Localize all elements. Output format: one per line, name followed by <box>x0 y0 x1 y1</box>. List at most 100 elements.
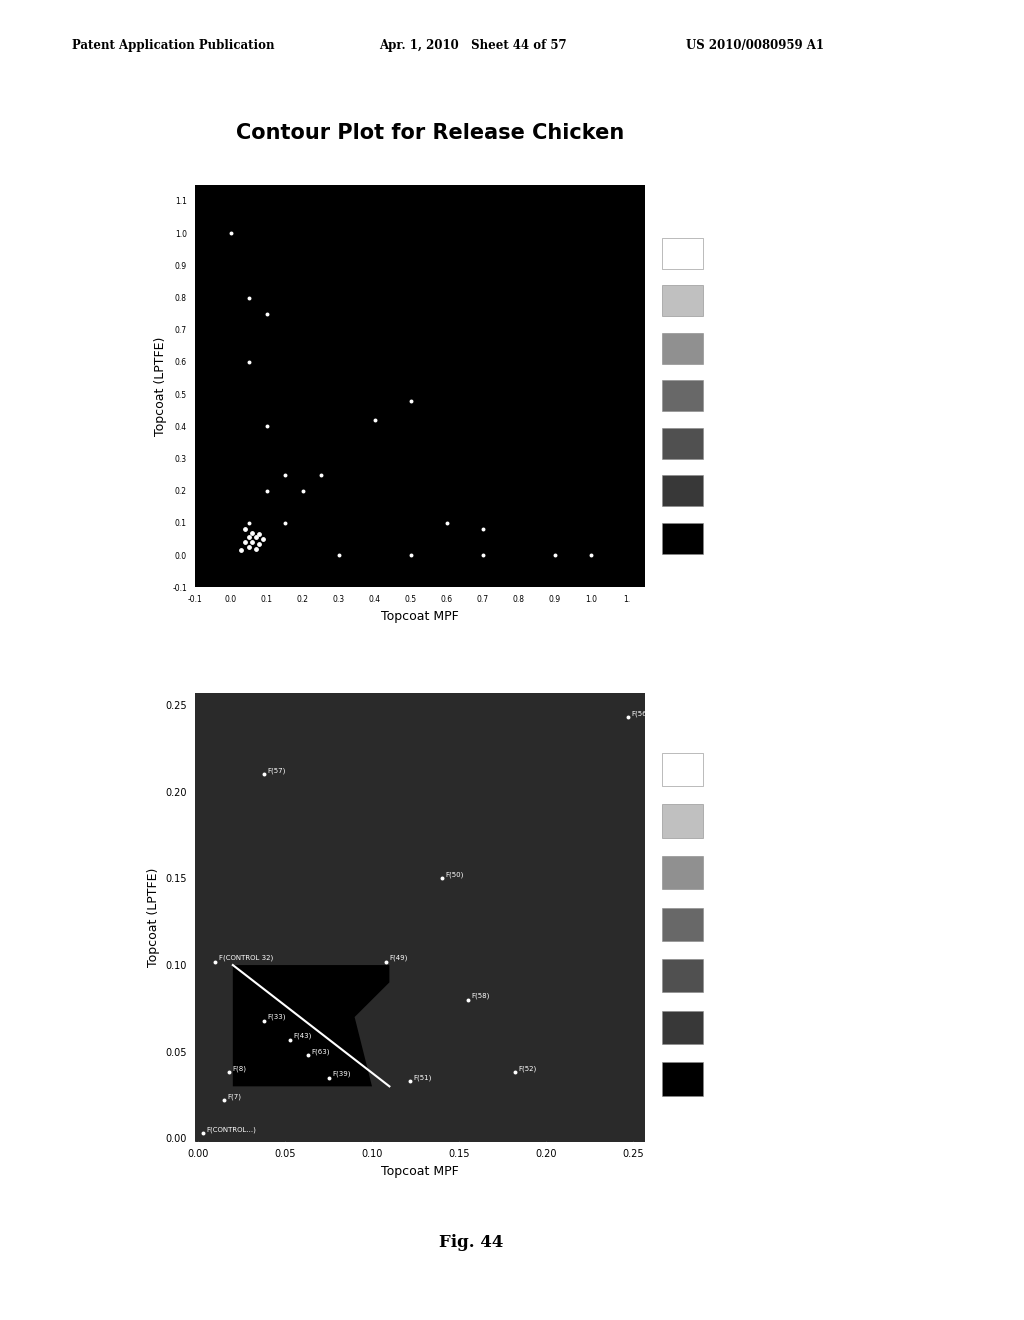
Point <box>237 519 253 540</box>
Point <box>244 532 260 553</box>
Text: Release Chicken: Release Chicken <box>666 711 762 721</box>
Text: F(56): F(56) <box>631 710 649 717</box>
Bar <box>662 333 703 363</box>
Point <box>460 989 476 1010</box>
Text: F(63): F(63) <box>311 1048 330 1055</box>
Bar <box>662 428 703 458</box>
Point <box>241 536 257 557</box>
Text: Contour Plot for Release Chicken: Contour Plot for Release Chicken <box>236 123 625 143</box>
Point <box>241 351 257 372</box>
Bar <box>662 855 703 890</box>
Point <box>433 867 450 888</box>
Point <box>251 524 267 545</box>
Text: US 2010/0080959 A1: US 2010/0080959 A1 <box>686 38 824 51</box>
Bar <box>662 1011 703 1044</box>
Point <box>256 1010 272 1031</box>
Point <box>258 304 274 325</box>
Bar <box>662 804 703 837</box>
Point <box>475 519 492 540</box>
Point <box>251 524 267 545</box>
Bar <box>662 285 703 315</box>
Text: <= 2.500: <= 2.500 <box>713 869 757 876</box>
Point <box>402 545 419 566</box>
Text: F(52): F(52) <box>518 1065 537 1072</box>
Point <box>244 523 260 544</box>
Point <box>276 465 293 486</box>
Point <box>241 527 257 548</box>
Bar <box>662 380 703 411</box>
Text: Patent Application Publication: Patent Application Publication <box>72 38 274 51</box>
PathPatch shape <box>195 185 645 587</box>
Point <box>237 519 253 540</box>
Text: F(8): F(8) <box>232 1065 247 1072</box>
Point <box>367 409 383 430</box>
Point <box>248 527 264 548</box>
Point <box>251 533 267 554</box>
Point <box>299 1044 315 1065</box>
Point <box>221 1061 238 1082</box>
Point <box>248 527 264 548</box>
Point <box>438 512 455 533</box>
Point <box>241 527 257 548</box>
Y-axis label: Topcoat (LPTFE): Topcoat (LPTFE) <box>146 867 160 968</box>
Bar <box>662 475 703 506</box>
PathPatch shape <box>195 693 645 1142</box>
Point <box>258 480 274 502</box>
Point <box>251 533 267 554</box>
Text: <= 2.000: <= 2.000 <box>713 816 757 825</box>
Point <box>583 545 599 566</box>
Y-axis label: Topcoat (LPTFE): Topcoat (LPTFE) <box>154 337 167 436</box>
Text: F(43): F(43) <box>294 1032 312 1039</box>
Point <box>312 465 329 486</box>
Text: F(7): F(7) <box>227 1093 242 1100</box>
Point <box>321 1067 337 1088</box>
Point <box>256 764 272 785</box>
Text: > 4.000: > 4.000 <box>713 533 749 543</box>
Point <box>222 223 239 244</box>
Point <box>244 523 260 544</box>
Point <box>282 1030 298 1051</box>
Text: <= 1.500: <= 1.500 <box>713 764 757 774</box>
Text: <= 3.000: <= 3.000 <box>713 391 757 400</box>
Point <box>295 480 311 502</box>
Polygon shape <box>232 965 389 1086</box>
Point <box>241 536 257 557</box>
Point <box>233 540 250 561</box>
Point <box>547 545 563 566</box>
Bar <box>662 523 703 553</box>
Point <box>402 389 419 411</box>
Text: > 4.000: > 4.000 <box>713 1074 749 1084</box>
Bar <box>662 960 703 993</box>
Bar <box>662 908 703 941</box>
Text: F(CONTROL 32): F(CONTROL 32) <box>219 954 273 961</box>
Point <box>237 532 253 553</box>
Point <box>402 1071 419 1092</box>
Point <box>244 532 260 553</box>
Bar <box>662 1063 703 1096</box>
Text: F(57): F(57) <box>267 768 286 775</box>
Point <box>241 286 257 308</box>
Text: F(39): F(39) <box>332 1071 350 1077</box>
Text: <= 2.000: <= 2.000 <box>713 296 757 305</box>
Text: F(50): F(50) <box>445 871 464 878</box>
Text: F(49): F(49) <box>389 954 408 961</box>
Text: Release Chicken: Release Chicken <box>666 201 762 211</box>
Point <box>507 1061 523 1082</box>
Point <box>207 950 223 972</box>
Point <box>475 545 492 566</box>
Text: Fig. 44: Fig. 44 <box>439 1234 503 1251</box>
Text: <= 3.000: <= 3.000 <box>713 920 757 929</box>
Point <box>378 950 394 972</box>
Text: <= 4.000: <= 4.000 <box>713 1023 757 1032</box>
Point <box>241 512 257 533</box>
Text: F(58): F(58) <box>471 993 489 999</box>
Point <box>248 539 264 560</box>
Point <box>216 1089 232 1110</box>
Bar <box>662 238 703 268</box>
Point <box>620 706 636 727</box>
Text: <= 2.500: <= 2.500 <box>713 343 757 352</box>
Point <box>195 1122 211 1143</box>
Text: F(CONTROL...): F(CONTROL...) <box>207 1126 257 1133</box>
Point <box>237 532 253 553</box>
Text: F(51): F(51) <box>414 1074 432 1081</box>
